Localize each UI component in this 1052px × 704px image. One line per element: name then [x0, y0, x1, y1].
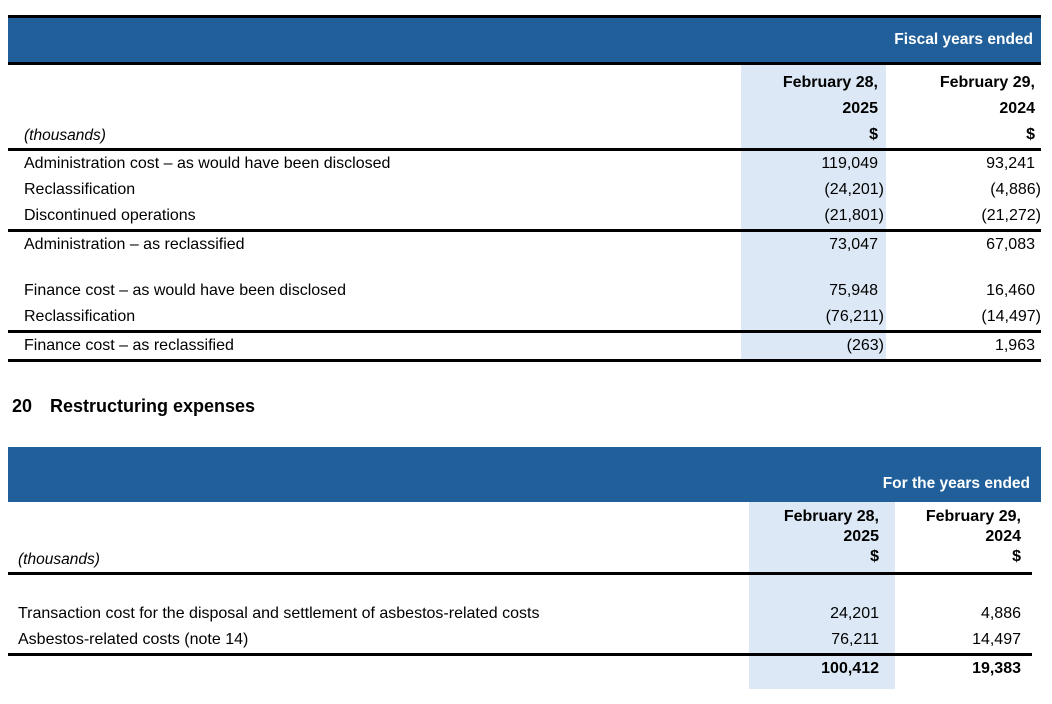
value-2024: 14,497	[972, 631, 1021, 648]
unit-label: (thousands)	[24, 127, 106, 144]
total-2024: 19,383	[972, 660, 1021, 677]
column-headers: (thousands) February 28, 2025 $ February…	[8, 65, 1041, 148]
row-label: Finance cost – as reclassified	[24, 337, 234, 354]
row-label: Administration – as reclassified	[24, 236, 245, 253]
table-row-subtotal: Finance cost – as reclassified (263) 1,9…	[8, 333, 1041, 359]
row-label: Reclassification	[24, 181, 136, 198]
column-header-2025: February 28, 2025 $	[749, 502, 895, 572]
value-2025: (76,211)	[741, 304, 886, 330]
table-row: Finance cost – as would have been disclo…	[8, 278, 1041, 304]
table-banner: For the years ended	[8, 447, 1041, 502]
value-2025: (263)	[741, 333, 886, 359]
table-row: Discontinued operations (21,801) (21,272…	[8, 203, 1041, 229]
value-2024: 16,460	[986, 282, 1035, 299]
table-banner: Fiscal years ended	[8, 18, 1041, 62]
value-2025: 75,948	[741, 278, 886, 304]
restructuring-expenses-table: For the years ended (thousands) February…	[8, 447, 1041, 689]
table-bottom-rule	[8, 359, 1041, 362]
table-row: Transaction cost for the disposal and se…	[8, 601, 1032, 627]
value-2024: 1,963	[994, 337, 1035, 354]
column-header-2024: February 29, 2024 $	[925, 508, 1021, 565]
value-2025: 119,049	[741, 151, 886, 177]
total-2025: 100,412	[749, 656, 895, 682]
column-header-2025: February 28, 2025 $	[741, 65, 886, 148]
spacer-row	[8, 258, 1041, 278]
header-rule	[8, 572, 1032, 575]
table-row-subtotal: Administration – as reclassified 73,047 …	[8, 232, 1041, 258]
fiscal-years-table: Fiscal years ended (thousands) February …	[8, 15, 1041, 362]
banner-label: Fiscal years ended	[894, 31, 1033, 48]
section-number: 20	[12, 396, 33, 416]
column-headers: (thousands) February 28, 2025 $ February…	[8, 502, 1032, 572]
value-2024: 67,083	[986, 236, 1035, 253]
value-2025: (24,201)	[741, 177, 886, 203]
value-2025: (21,801)	[741, 203, 886, 229]
table-row-total: 100,412 19,383	[8, 656, 1032, 682]
table-row: Reclassification (24,201) (4,886)	[8, 177, 1041, 203]
header-rule	[8, 148, 1041, 151]
row-label: Transaction cost for the disposal and se…	[18, 605, 540, 622]
table-row: Asbestos-related costs (note 14) 76,211 …	[8, 627, 1032, 653]
spacer-row	[8, 575, 1032, 601]
banner-bottom-rule	[8, 62, 1041, 65]
value-2025: 24,201	[749, 601, 895, 627]
spacer-row	[8, 682, 1032, 689]
value-2025: 73,047	[741, 232, 886, 258]
section-heading: 20 Restructuring expenses	[12, 396, 255, 417]
value-2024: (14,497)	[981, 308, 1041, 325]
value-2024: (21,272)	[981, 207, 1041, 224]
table-row: Administration cost – as would have been…	[8, 151, 1041, 177]
row-label: Reclassification	[24, 308, 136, 325]
table-top-rule	[8, 15, 1041, 18]
value-2024: 93,241	[986, 155, 1035, 172]
row-label: Finance cost – as would have been disclo…	[24, 282, 346, 299]
value-2024: 4,886	[980, 605, 1021, 622]
row-label: Asbestos-related costs (note 14)	[18, 631, 249, 648]
row-label: Administration cost – as would have been…	[24, 155, 391, 172]
row-label: Discontinued operations	[24, 207, 196, 224]
column-header-2024: February 29, 2024 $	[939, 74, 1035, 143]
group-rule	[8, 330, 1041, 333]
table-row: Reclassification (76,211) (14,497)	[8, 304, 1041, 330]
value-2025: 76,211	[749, 627, 895, 653]
value-2024: (4,886)	[990, 181, 1041, 198]
section-title: Restructuring expenses	[50, 396, 256, 416]
unit-label: (thousands)	[18, 551, 100, 568]
group-rule	[8, 229, 1041, 232]
total-rule	[8, 653, 1032, 656]
banner-label: For the years ended	[882, 475, 1030, 492]
